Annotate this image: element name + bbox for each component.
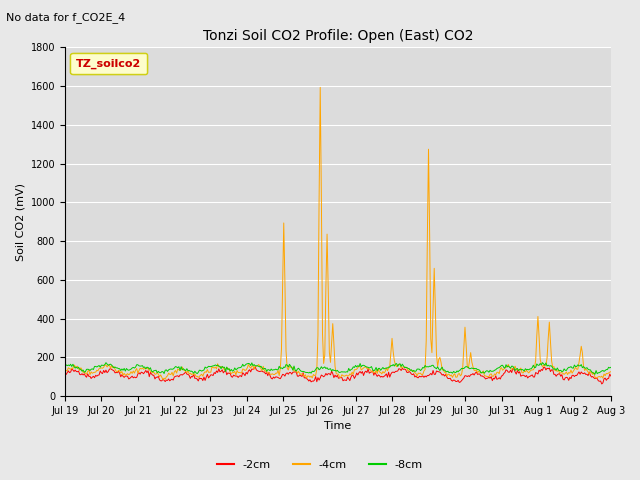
- Text: No data for f_CO2E_4: No data for f_CO2E_4: [6, 12, 125, 23]
- Legend: -2cm, -4cm, -8cm: -2cm, -4cm, -8cm: [213, 456, 427, 474]
- Legend: TZ_soilco2: TZ_soilco2: [70, 53, 147, 74]
- Y-axis label: Soil CO2 (mV): Soil CO2 (mV): [15, 183, 25, 261]
- Title: Tonzi Soil CO2 Profile: Open (East) CO2: Tonzi Soil CO2 Profile: Open (East) CO2: [203, 29, 473, 43]
- X-axis label: Time: Time: [324, 421, 351, 432]
